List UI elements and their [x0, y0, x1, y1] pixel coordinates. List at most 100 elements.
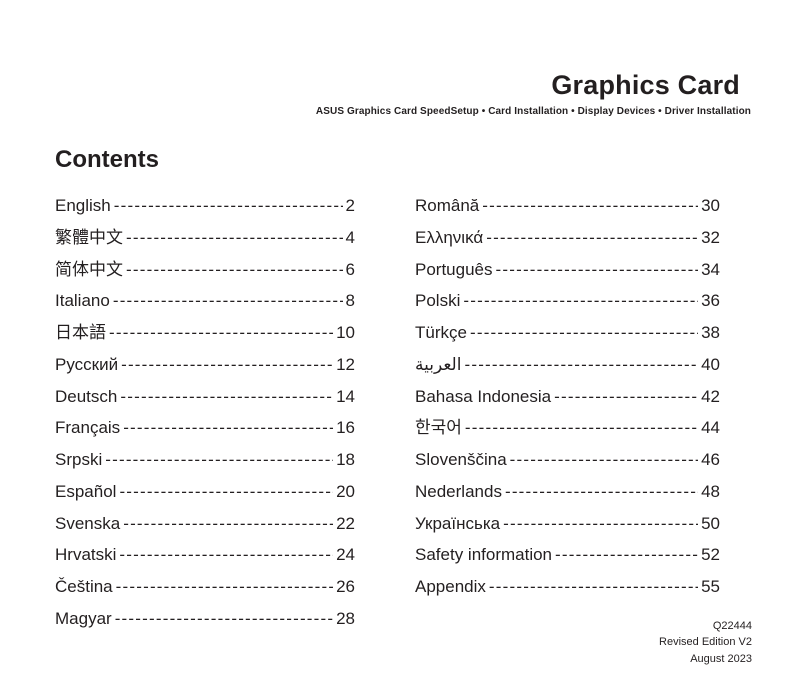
- toc-entry-label: Slovenščina: [415, 450, 507, 470]
- toc-leader-dashes: ----------------------------------------…: [509, 450, 698, 470]
- toc-entry[interactable]: Français--------------------------------…: [55, 412, 355, 444]
- toc-entry-page: 34: [701, 259, 720, 279]
- toc-entry-label: Ελληνικά: [415, 227, 484, 247]
- toc-entry[interactable]: Español---------------------------------…: [55, 476, 355, 508]
- page-footer: Q22444 Revised Edition V2 August 2023: [659, 618, 752, 667]
- toc-leader-dashes: ----------------------------------------…: [109, 323, 333, 343]
- toc-entry-label: Hrvatski: [55, 545, 117, 565]
- toc-entry[interactable]: Italiano --------------------------------…: [55, 285, 355, 317]
- toc-leader-dashes: ----------------------------------------…: [115, 577, 333, 597]
- toc-leader-dashes: ----------------------------------------…: [121, 354, 333, 374]
- toc-entry[interactable]: Русский---------------------------------…: [55, 349, 355, 381]
- toc-leader-dashes: ----------------------------------------…: [126, 259, 343, 279]
- toc-entry-page: 32: [701, 227, 720, 247]
- toc-entry[interactable]: Srpski----------------------------------…: [55, 444, 355, 476]
- toc-entry-label: English: [55, 196, 111, 216]
- toc-entry-label: Italiano: [55, 291, 110, 311]
- toc-leader-dashes: ----------------------------------------…: [495, 259, 699, 279]
- toc-entry[interactable]: English ---------------------------------…: [55, 190, 355, 222]
- toc-entry-page: 28: [336, 608, 355, 628]
- toc-entry-page: 26: [336, 577, 355, 597]
- toc-entry[interactable]: Svenska---------------------------------…: [55, 508, 355, 540]
- toc-leader-dashes: ----------------------------------------…: [120, 386, 334, 406]
- toc-entry-label: 日本語: [55, 323, 106, 343]
- toc-entry-page: 44: [701, 418, 720, 438]
- toc-entry-label: Deutsch: [55, 386, 118, 406]
- toc-entry[interactable]: Українська------------------------------…: [415, 508, 720, 540]
- toc-entry-label: Safety information: [415, 545, 553, 565]
- toc-entry-label: العربية: [415, 354, 462, 374]
- toc-entry[interactable]: Português-------------------------------…: [415, 254, 720, 286]
- toc-entry-page: 30: [701, 196, 720, 216]
- toc-entry-label: Polski: [415, 291, 461, 311]
- toc-entry-label: 简体中文: [55, 259, 123, 279]
- toc-entry[interactable]: Magyar----------------------------------…: [55, 603, 355, 635]
- toc-leader-dashes: ----------------------------------------…: [464, 418, 699, 438]
- toc-entry-label: 한국어: [415, 418, 462, 438]
- toc-leader-dashes: ----------------------------------------…: [113, 196, 343, 216]
- footer-edition: Revised Edition V2: [659, 636, 752, 649]
- toc-entry[interactable]: Română----------------------------------…: [415, 190, 720, 222]
- toc-entry[interactable]: Safety information----------------------…: [415, 539, 720, 571]
- toc-leader-dashes: ----------------------------------------…: [554, 386, 699, 406]
- toc-entry[interactable]: Bahasa Indonesia------------------------…: [415, 381, 720, 413]
- toc-leader-dashes: ----------------------------------------…: [488, 577, 698, 597]
- toc-leader-dashes: ----------------------------------------…: [112, 291, 343, 311]
- toc-entry[interactable]: 简体中文------------------------------------…: [55, 254, 355, 286]
- toc-leader-dashes: ----------------------------------------…: [464, 354, 698, 374]
- toc-entry-page: 55: [701, 577, 720, 597]
- toc-entry-label: Magyar: [55, 608, 112, 628]
- toc-entry[interactable]: Türkçe----------------------------------…: [415, 317, 720, 349]
- toc-entry-page: 42: [701, 386, 720, 406]
- toc-entry[interactable]: 日本語-------------------------------------…: [55, 317, 355, 349]
- toc-entry-page: 50: [701, 513, 720, 533]
- page-title: Graphics Card: [551, 70, 740, 100]
- toc-entry-label: Türkçe: [415, 323, 467, 343]
- toc-entry-page: 18: [336, 450, 355, 470]
- toc-leader-dashes: ----------------------------------------…: [105, 450, 333, 470]
- toc-entry[interactable]: Polski ----------------------------------…: [415, 285, 720, 317]
- toc-entry-page: 38: [701, 323, 720, 343]
- toc-leader-dashes: ----------------------------------------…: [123, 418, 333, 438]
- table-of-contents: English ---------------------------------…: [55, 190, 802, 635]
- toc-entry[interactable]: 繁體中文------------------------------------…: [55, 222, 355, 254]
- toc-leader-dashes: ----------------------------------------…: [123, 513, 333, 533]
- toc-entry-label: Română: [415, 196, 480, 216]
- toc-entry[interactable]: Ελληνικά--------------------------------…: [415, 222, 720, 254]
- toc-leader-dashes: ----------------------------------------…: [504, 481, 698, 501]
- toc-entry[interactable]: العربية ---------------------------------…: [415, 349, 720, 381]
- toc-entry-label: Srpski: [55, 450, 103, 470]
- toc-entry[interactable]: Deutsch---------------------------------…: [55, 381, 355, 413]
- toc-entry-page: 14: [336, 386, 355, 406]
- toc-entry[interactable]: Hrvatski--------------------------------…: [55, 539, 355, 571]
- toc-entry-page: 46: [701, 450, 720, 470]
- toc-entry-page: 16: [336, 418, 355, 438]
- toc-entry[interactable]: Čeština---------------------------------…: [55, 571, 355, 603]
- toc-entry-page: 24: [336, 545, 355, 565]
- toc-entry-page: 20: [336, 481, 355, 501]
- toc-entry-label: Українська: [415, 513, 501, 533]
- toc-leader-dashes: ----------------------------------------…: [119, 545, 333, 565]
- toc-entry-label: Русский: [55, 354, 119, 374]
- toc-leader-dashes: ----------------------------------------…: [555, 545, 698, 565]
- toc-entry-label: 繁體中文: [55, 227, 123, 247]
- toc-entry-page: 10: [336, 323, 355, 343]
- toc-column-left: English ---------------------------------…: [55, 190, 355, 635]
- toc-entry[interactable]: Appendix--------------------------------…: [415, 571, 720, 603]
- toc-entry-page: 12: [336, 354, 355, 374]
- toc-entry-page: 52: [701, 545, 720, 565]
- toc-entry-page: 4: [345, 227, 355, 247]
- page-header: Graphics Card ASUS Graphics Card SpeedSe…: [0, 0, 802, 117]
- toc-entry[interactable]: Nederlands------------------------------…: [415, 476, 720, 508]
- toc-entry-label: Čeština: [55, 577, 113, 597]
- toc-leader-dashes: ----------------------------------------…: [503, 513, 698, 533]
- toc-entry-label: Svenska: [55, 513, 121, 533]
- toc-entry-label: Bahasa Indonesia: [415, 386, 552, 406]
- toc-entry-label: Français: [55, 418, 121, 438]
- toc-leader-dashes: ----------------------------------------…: [126, 227, 343, 247]
- toc-entry[interactable]: Slovenščina-----------------------------…: [415, 444, 720, 476]
- toc-entry[interactable]: 한국어-------------------------------------…: [415, 412, 720, 444]
- toc-entry-label: Appendix: [415, 577, 486, 597]
- toc-entry-label: Nederlands: [415, 481, 502, 501]
